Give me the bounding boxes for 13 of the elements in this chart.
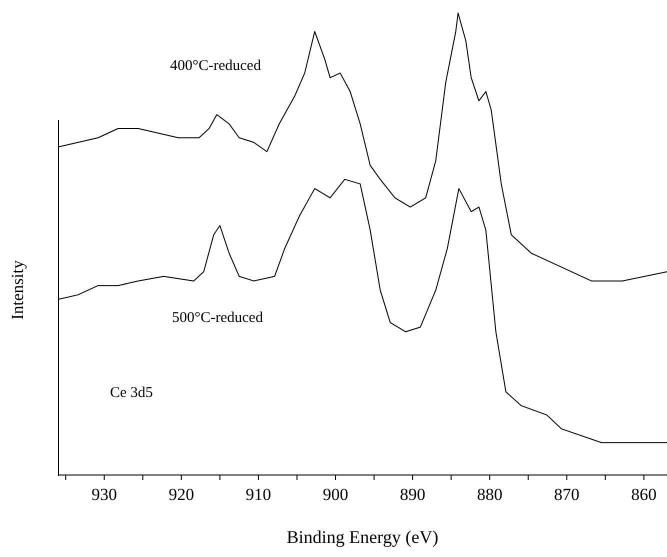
x-tick-label: 870 — [554, 485, 580, 504]
x-axis-title: Binding Energy (eV) — [286, 527, 438, 547]
x-tick-label: 930 — [92, 485, 118, 504]
annotation: Ce 3d5 — [110, 385, 153, 402]
x-tick-label: 890 — [400, 485, 426, 504]
x-tick-label: 880 — [476, 485, 502, 504]
x-tick-label: 910 — [246, 485, 272, 504]
x-tick-label: 920 — [168, 485, 194, 504]
y-axis-title: Intensity — [8, 260, 28, 320]
text: 500°C-reduced — [172, 310, 263, 327]
text: 400°C-reduced — [170, 58, 261, 75]
x-tick-label: 900 — [322, 485, 348, 504]
x-tick-label: 860 — [631, 485, 657, 504]
